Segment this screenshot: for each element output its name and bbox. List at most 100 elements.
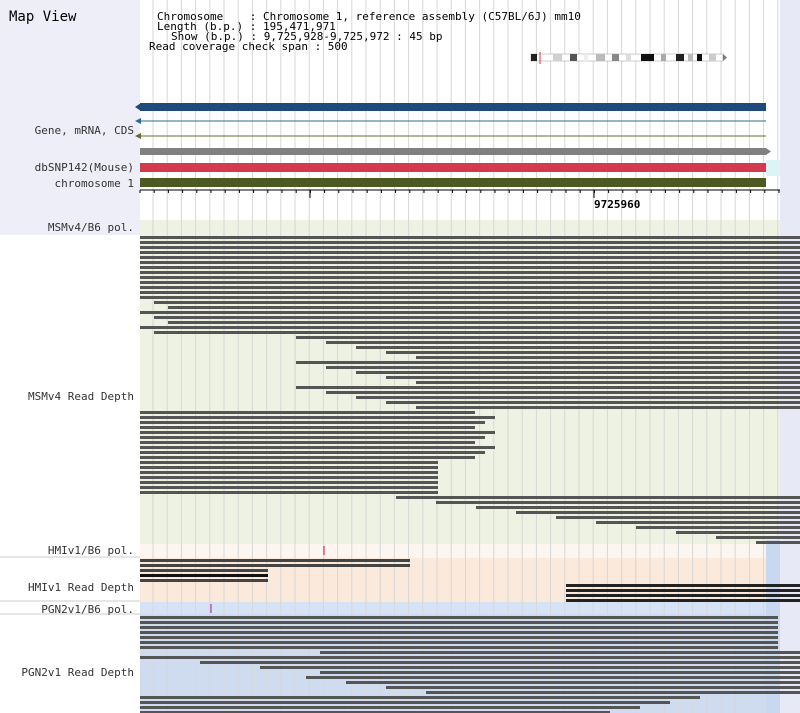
gene-bar xyxy=(140,103,766,111)
dbsnp-cap xyxy=(766,160,780,176)
dbsnp-gray-bar xyxy=(140,148,766,155)
pgn2v1-pol-background xyxy=(140,602,766,614)
pgn2v1-read xyxy=(320,671,800,674)
pgn2v1-read xyxy=(140,706,640,709)
pgn2v1-depth-label[interactable]: PGN2v1 Read Depth xyxy=(21,666,134,679)
msmv4-read xyxy=(140,281,800,284)
pgn2v1-read xyxy=(140,631,778,634)
pgn2v1-read xyxy=(140,626,778,629)
hmiv1-read xyxy=(140,574,268,577)
msmv4-read xyxy=(356,396,800,399)
pgn2v1-read xyxy=(140,641,778,644)
msmv4-read xyxy=(140,421,485,424)
msmv4-read xyxy=(516,511,800,514)
msmv4-read xyxy=(396,496,800,499)
msmv4-read xyxy=(140,461,438,464)
msmv4-pol-label[interactable]: MSMv4/B6 pol. xyxy=(47,221,134,234)
msmv4-read xyxy=(140,486,438,489)
pgn2v1-read xyxy=(386,686,800,689)
msmv4-read xyxy=(168,321,800,324)
msmv4-read xyxy=(140,251,800,254)
msmv4-read xyxy=(326,341,800,344)
msmv4-read xyxy=(140,476,438,479)
msmv4-read xyxy=(326,391,800,394)
pgn2v1-read xyxy=(140,696,700,699)
chromosome-track-label[interactable]: chromosome 1 xyxy=(54,177,134,190)
ideogram-band xyxy=(697,54,702,61)
msmv4-read xyxy=(154,316,800,319)
msmv4-read xyxy=(140,291,800,294)
gene-arrow xyxy=(135,103,141,111)
msmv4-read xyxy=(296,361,800,364)
msmv4-read xyxy=(168,306,800,309)
msmv4-read xyxy=(140,411,475,414)
msmv4-read xyxy=(140,466,438,469)
pgn2v1-read xyxy=(200,661,800,664)
msmv4-read xyxy=(140,271,800,274)
msmv4-read xyxy=(140,236,800,239)
msmv4-read xyxy=(386,401,800,404)
msmv4-read xyxy=(356,371,800,374)
msmv4-read xyxy=(140,256,800,259)
msmv4-read xyxy=(140,426,475,429)
hmiv1-read xyxy=(140,559,410,562)
hmiv1-read xyxy=(140,579,268,582)
ideogram-band xyxy=(641,54,654,61)
map-view-title: Map View xyxy=(9,9,77,25)
msmv4-read xyxy=(140,326,800,329)
msmv4-read xyxy=(140,471,438,474)
msmv4-read xyxy=(140,296,800,299)
msmv4-read xyxy=(296,336,800,339)
pgn2v1-read xyxy=(140,646,778,649)
msmv4-read xyxy=(140,266,800,269)
dbsnp-track-label[interactable]: dbSNP142(Mouse) xyxy=(34,161,134,174)
msmv4-read xyxy=(436,501,800,504)
pgn2v1-read xyxy=(140,636,778,639)
hmiv1-depth-label[interactable]: HMIv1 Read Depth xyxy=(28,581,134,594)
msmv4-read xyxy=(140,441,475,444)
msmv4-read xyxy=(140,456,475,459)
msmv4-read xyxy=(756,541,800,544)
msmv4-read xyxy=(140,481,438,484)
msmv4-read xyxy=(416,356,800,359)
chromosome-bar xyxy=(140,178,766,187)
msmv4-read xyxy=(556,516,800,519)
hmiv1-read xyxy=(566,594,800,597)
chromosome-info: Chromosome : Chromosome 1, reference ass… xyxy=(157,10,581,23)
dbsnp-bar xyxy=(140,163,766,172)
msmv4-read xyxy=(676,531,800,534)
msmv4-label-bg xyxy=(0,235,140,557)
ideogram-band xyxy=(584,54,588,61)
pgn2v1-read xyxy=(260,666,800,669)
ideogram-band xyxy=(553,54,562,61)
pgn2v1-read xyxy=(140,701,670,704)
msmv4-depth-label[interactable]: MSMv4 Read Depth xyxy=(28,390,134,403)
msmv4-read xyxy=(326,366,800,369)
hmiv1-pol-background xyxy=(140,544,780,558)
ideogram-band xyxy=(709,54,716,61)
pgn2v1-read xyxy=(346,681,800,684)
msmv4-read xyxy=(140,276,800,279)
msmv4-read xyxy=(386,351,800,354)
msmv4-read xyxy=(296,386,800,389)
msmv4-read xyxy=(356,346,800,349)
hmiv1-read xyxy=(566,589,800,592)
hmiv1-read xyxy=(140,569,268,572)
pgn2v1-read xyxy=(140,656,800,659)
msmv4-read xyxy=(140,491,438,494)
cds-arrow xyxy=(135,133,141,139)
msmv4-read xyxy=(416,381,800,384)
ideogram-band xyxy=(661,54,666,61)
msmv4-read xyxy=(716,536,800,539)
show-range-info: Show (b.p.) : 9,725,928-9,725,972 : 45 b… xyxy=(171,30,443,43)
left-panel xyxy=(0,0,140,235)
ideogram-band xyxy=(531,54,537,61)
msmv4-read xyxy=(636,526,800,529)
hmiv1-pol-label[interactable]: HMIv1/B6 pol. xyxy=(47,544,134,557)
ideogram-band xyxy=(570,54,577,61)
pgn2v1-read xyxy=(320,651,800,654)
pgn2v1-pol-label[interactable]: PGN2v1/B6 pol. xyxy=(41,603,134,616)
gene-track-label[interactable]: Gene, mRNA, CDS xyxy=(34,124,134,137)
msmv4-read xyxy=(416,406,800,409)
